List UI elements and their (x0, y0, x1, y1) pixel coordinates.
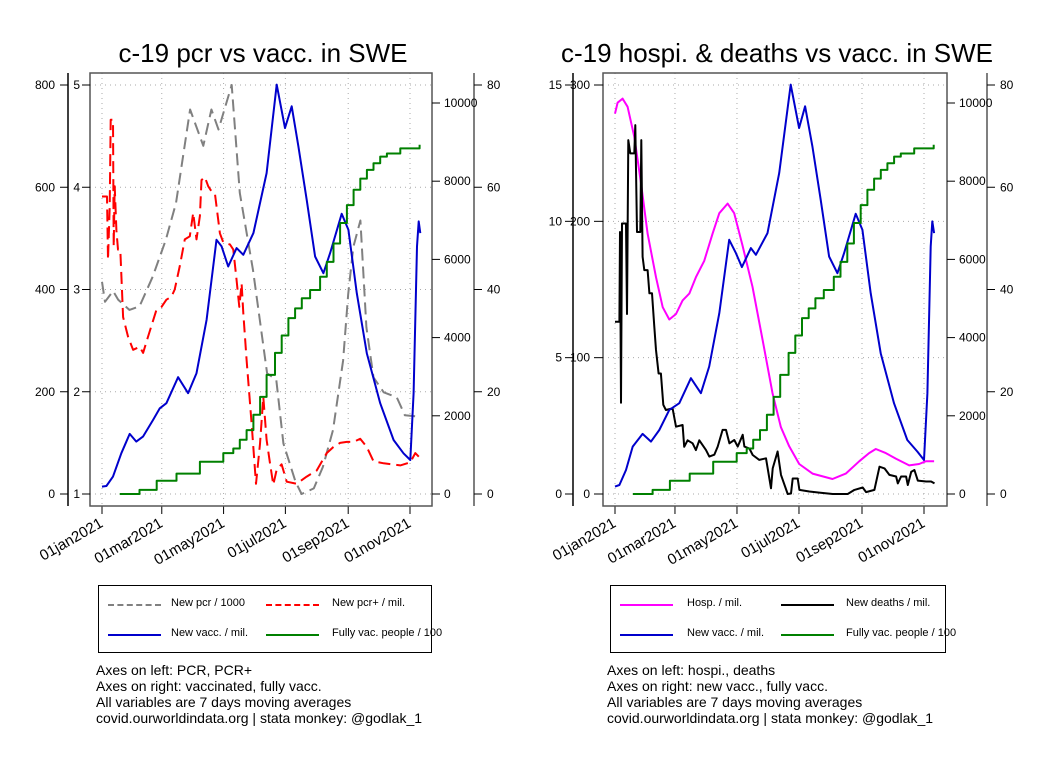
y-tick-label-right-inner: 4000 (959, 331, 986, 345)
y-tick-label-right-outer: 0 (487, 487, 494, 501)
legend-label: Fully vac. people / 100 (332, 627, 443, 639)
series-line-hosp-mil (614, 97, 935, 480)
legend-label: New deaths / mil. (846, 597, 931, 609)
y-tick-label-right-inner: 4000 (444, 331, 471, 345)
series-line-new-pcr-1000 (101, 84, 416, 495)
legend-label: New pcr / 1000 (171, 597, 245, 609)
chart-0: c-19 pcr vs vacc. in SWE01jan202101mar20… (35, 38, 501, 569)
x-tick-label: 01may2021 (665, 515, 741, 569)
series-line-new-vacc-mil (101, 83, 422, 488)
y-tick-label-left-outer: 15 (549, 78, 563, 92)
note-line: Axes on right: new vacc., fully vacc. (607, 678, 828, 694)
note-line: All variables are 7 days moving averages (607, 694, 863, 710)
note-line: covid.ourworldindata.org | stata monkey:… (607, 710, 934, 726)
chart-title: c-19 pcr vs vacc. in SWE (119, 38, 408, 68)
chart-1: c-19 hospi. & deaths vs vacc. in SWE01ja… (549, 38, 1014, 569)
x-tick-label: 01sep2021 (279, 515, 352, 567)
y-tick-label-left-inner: 1 (73, 487, 80, 501)
legend-swatch-vacc (108, 634, 161, 636)
note-line: covid.ourworldindata.org | stata monkey:… (96, 710, 423, 726)
y-tick-label-right-outer: 40 (487, 283, 501, 297)
series-line-fully-vac-people-100 (119, 144, 421, 495)
x-tick-label: 01nov2021 (855, 515, 928, 567)
legend-swatch-fully-vacc (266, 634, 319, 636)
y-tick-label-left-inner: 4 (73, 180, 80, 194)
y-tick-label-right-inner: 8000 (444, 174, 471, 188)
y-tick-label-right-outer: 60 (1000, 180, 1014, 194)
y-tick-label-left-outer: 200 (35, 385, 55, 399)
series-line-new-vacc-mil (614, 83, 936, 488)
y-tick-label-left-inner: 5 (73, 78, 80, 92)
y-tick-label-right-outer: 0 (1000, 487, 1007, 501)
series-line-new-pcr-mil (102, 118, 422, 486)
legend-swatch-deaths (781, 604, 834, 606)
x-tick-label: 01jul2021 (225, 515, 290, 562)
legend-swatch-vacc (620, 634, 673, 636)
note-line: Axes on left: PCR, PCR+ (96, 662, 253, 678)
y-tick-label-right-outer: 20 (487, 385, 501, 399)
y-tick-label-left-outer: 800 (35, 78, 55, 92)
y-tick-label-left-outer: 600 (35, 180, 55, 194)
y-tick-label-left-outer: 10 (549, 214, 563, 228)
y-tick-label-right-inner: 8000 (959, 174, 986, 188)
legend-swatch-hosp (620, 604, 673, 606)
y-tick-label-left-inner: 2 (73, 385, 80, 399)
y-tick-label-right-outer: 80 (487, 78, 501, 92)
legend-label: New vacc. / mil. (171, 627, 249, 639)
y-tick-label-right-inner: 10000 (959, 96, 993, 110)
y-tick-label-left-inner: 300 (570, 78, 590, 92)
y-tick-label-right-inner: 6000 (444, 252, 471, 266)
legend-swatch-pcr (108, 604, 161, 606)
y-tick-label-left-inner: 0 (583, 487, 590, 501)
y-tick-label-left-outer: 400 (35, 283, 55, 297)
legend-label: New vacc. / mil. (687, 627, 765, 639)
x-tick-label: 01jul2021 (738, 515, 803, 562)
y-tick-label-right-outer: 80 (1000, 78, 1014, 92)
y-tick-label-right-outer: 40 (1000, 283, 1014, 297)
note-line: All variables are 7 days moving averages (96, 694, 352, 710)
legend-label: Hosp. / mil. (687, 597, 743, 609)
x-tick-label: 01sep2021 (793, 515, 866, 567)
y-tick-label-left-outer: 5 (555, 351, 562, 365)
y-tick-label-left-inner: 3 (73, 283, 80, 297)
notes-pcr-chart: Axes on left: PCR, PCR+ Axes on right: v… (96, 662, 422, 726)
x-tick-label: 01nov2021 (341, 515, 414, 567)
legend-swatch-fully-vacc (781, 634, 834, 636)
legend-label: Fully vac. people / 100 (846, 627, 957, 639)
series-line-new-deaths-mil (615, 124, 935, 495)
y-tick-label-left-outer: 0 (48, 487, 55, 501)
notes-hospi-chart: Axes on left: hospi., deaths Axes on rig… (607, 662, 933, 726)
y-tick-label-right-inner: 6000 (959, 252, 986, 266)
y-tick-label-left-inner: 200 (570, 214, 590, 228)
y-tick-label-right-outer: 20 (1000, 385, 1014, 399)
note-line: Axes on right: vaccinated, fully vacc. (96, 678, 322, 694)
y-tick-label-right-inner: 0 (959, 487, 966, 501)
legend-swatch-pcr-positive (266, 604, 319, 606)
y-tick-label-right-inner: 0 (444, 487, 451, 501)
legend-pcr-chart: New pcr / 1000 New pcr+ / mil. New vacc.… (98, 585, 442, 653)
note-line: Axes on left: hospi., deaths (607, 662, 776, 678)
chart-title: c-19 hospi. & deaths vs vacc. in SWE (561, 38, 993, 68)
legend-label: New pcr+ / mil. (332, 597, 406, 609)
y-tick-label-right-outer: 60 (487, 180, 501, 194)
y-tick-label-left-inner: 100 (570, 351, 590, 365)
x-tick-label: 01may2021 (151, 515, 227, 569)
series-line-fully-vac-people-100 (632, 144, 935, 495)
legend-hospi-chart: Hosp. / mil. New deaths / mil. New vacc.… (610, 585, 956, 653)
y-tick-label-left-outer: 0 (555, 487, 562, 501)
y-tick-label-right-inner: 2000 (959, 409, 986, 423)
y-tick-label-right-inner: 10000 (444, 96, 478, 110)
plot-region (602, 72, 948, 507)
y-tick-label-right-inner: 2000 (444, 409, 471, 423)
